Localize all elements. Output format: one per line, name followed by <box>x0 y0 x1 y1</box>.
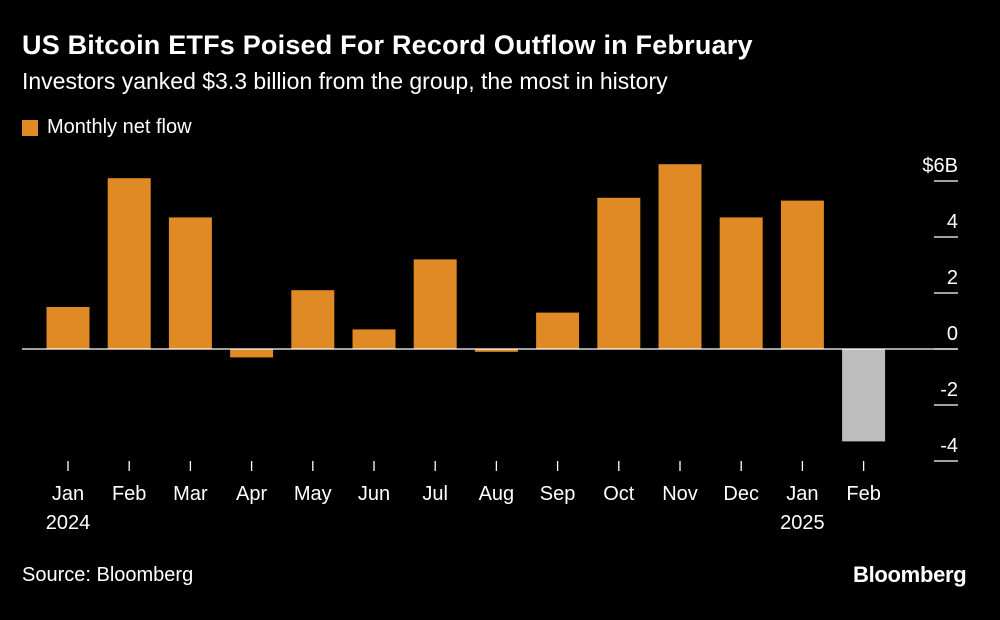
legend-swatch <box>22 119 38 136</box>
x-tick-label-9: Oct <box>603 483 635 505</box>
legend-label: Monthly net flow <box>47 116 192 138</box>
y-tick-label-2: 2 <box>947 267 958 289</box>
chart-subtitle: Investors yanked $3.3 billion from the g… <box>22 68 668 94</box>
bar-8 <box>474 349 518 352</box>
bar-14 <box>842 349 886 442</box>
x-tick-label-10: Nov <box>662 483 698 505</box>
bar-13 <box>780 200 824 349</box>
bar-3 <box>168 217 212 349</box>
y-tick-label-0: $6B <box>922 155 958 177</box>
bloomberg-logo: Bloomberg <box>853 562 967 587</box>
bar-10 <box>597 197 641 349</box>
bar-2 <box>107 178 151 349</box>
y-tick-label-1: 4 <box>947 211 958 233</box>
bar-9 <box>536 312 580 349</box>
x-tick-label-5: Jun <box>358 483 390 505</box>
legend: Monthly net flow <box>22 116 192 139</box>
y-tick-label-3: 0 <box>947 323 958 345</box>
x-tick-label-3: Apr <box>236 483 267 505</box>
source-note: Source: Bloomberg <box>22 564 194 586</box>
bar-11 <box>658 164 702 349</box>
bar-5 <box>291 290 335 349</box>
bar-4 <box>230 349 274 358</box>
bar-6 <box>352 329 396 349</box>
x-tick-label-1: Feb <box>112 483 146 505</box>
x-tick-label-13: Feb <box>846 483 880 505</box>
chart-title: US Bitcoin ETFs Poised For Record Outflo… <box>22 30 753 60</box>
y-tick-label-5: -4 <box>940 435 958 457</box>
x-tick-label-2: Mar <box>173 483 208 505</box>
bar-7 <box>413 259 457 349</box>
bar-1 <box>46 307 90 349</box>
x-tick-label-11: Dec <box>723 483 759 505</box>
x-tick-label-0: Jan <box>52 483 84 505</box>
y-tick-label-4: -2 <box>940 379 958 401</box>
bar-12 <box>719 217 763 349</box>
year-label-1: 2025 <box>780 512 825 534</box>
x-tick-label-6: Jul <box>422 483 448 505</box>
x-tick-label-12: Jan <box>786 483 818 505</box>
x-tick-label-4: May <box>294 483 332 505</box>
year-label-0: 2024 <box>46 512 91 534</box>
x-tick-label-8: Sep <box>540 483 576 505</box>
x-tick-label-7: Aug <box>479 483 515 505</box>
